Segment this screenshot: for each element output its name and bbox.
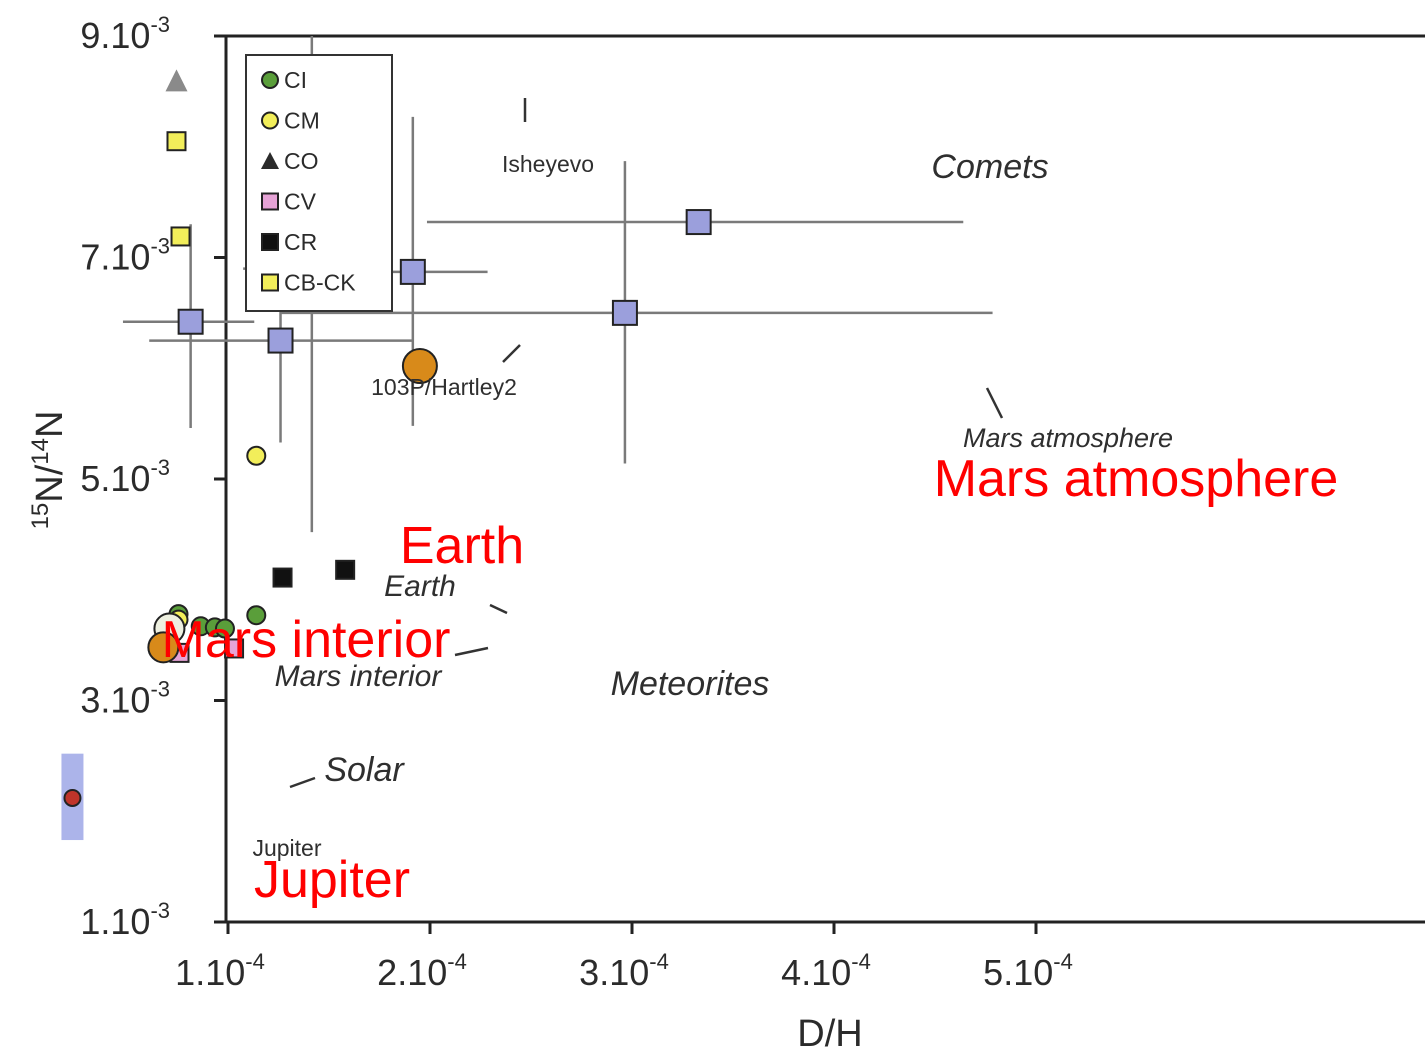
label-mars-atm-red: Mars atmosphere xyxy=(934,450,1339,508)
label-mars-atm-original: Mars atmosphere xyxy=(963,423,1173,453)
x-tick-label: 5.10-4 xyxy=(983,949,1073,993)
y-tick-label: 7.10-3 xyxy=(80,234,170,278)
cm-point xyxy=(246,445,267,466)
label-hartley: 103P/Hartley2 xyxy=(371,374,517,400)
y-tick-label: 5.10-3 xyxy=(80,455,170,499)
legend-marker-ci xyxy=(261,71,279,89)
y-axis-title-sup: 15 xyxy=(27,503,54,530)
comets-point xyxy=(267,327,294,354)
cv-point xyxy=(224,638,245,659)
legend-marker-cm xyxy=(261,111,279,130)
y-tick-label: 3.10-3 xyxy=(80,677,170,721)
comets-point xyxy=(177,308,204,335)
legend-label-cb-ck: CB-CK xyxy=(284,270,356,296)
label-jupiter-red: Jupiter xyxy=(254,851,410,909)
mars-atm-leader xyxy=(985,387,1004,419)
label-mars-int-red: Mars interior xyxy=(162,611,451,669)
legend-marker-cb-ck xyxy=(261,273,279,292)
y-ticks: 1.10-3 3.10-3 5.10-3 7.10-3 9.10-3 xyxy=(80,12,226,942)
x-tick-label: 4.10-4 xyxy=(781,949,871,993)
hartley-leader xyxy=(502,344,521,363)
legend-label-cm: CM xyxy=(284,108,320,134)
label-meteorites: Meteorites xyxy=(611,665,770,703)
legend-marker-co xyxy=(261,152,279,169)
comets-point xyxy=(685,209,712,236)
label-earth-original: Earth xyxy=(384,570,456,603)
legend-label-co: CO xyxy=(284,148,319,174)
cr-point xyxy=(335,559,356,580)
co-point xyxy=(165,69,188,92)
solar-point xyxy=(63,788,82,807)
mars-interior-point xyxy=(147,631,180,664)
legend: CI CM CO CV CR CB-CK xyxy=(245,54,393,312)
y-axis-title-sup2: 14 xyxy=(27,438,54,465)
legend-label-cv: CV xyxy=(284,189,317,215)
cb-ck-point xyxy=(170,226,191,247)
label-solar: Solar xyxy=(324,751,405,789)
x-tick-label: 1.10-4 xyxy=(175,949,265,993)
y-axis-title-a: N/ xyxy=(29,464,71,502)
label-comets: Comets xyxy=(931,148,1048,186)
y-tick-label: 9.10-3 xyxy=(80,12,170,56)
earth-leader xyxy=(489,603,508,615)
leader-lines xyxy=(289,98,1004,789)
ci-point xyxy=(214,618,235,639)
x-axis-title: D/H xyxy=(797,1013,862,1052)
cb-ck-point xyxy=(166,131,187,152)
cr-point xyxy=(272,567,293,588)
x-tick-label: 2.10-4 xyxy=(377,949,467,993)
y-axis-title-b: N xyxy=(29,411,71,438)
legend-marker-cr xyxy=(261,233,279,251)
x-ticks: 1.10-4 2.10-4 3.10-4 4.10-4 5.10-4 xyxy=(175,922,1073,993)
label-isheyevo: Isheyevo xyxy=(502,151,594,177)
solar-leader xyxy=(289,776,316,789)
label-earth-red: Earth xyxy=(400,517,524,575)
legend-marker-cv xyxy=(261,192,279,211)
legend-label-ci: CI xyxy=(284,67,307,93)
mars-int-leader xyxy=(454,646,489,657)
label-jupiter-original: Jupiter xyxy=(252,835,321,861)
y-tick-label: 1.10-3 xyxy=(80,898,170,942)
label-mars-int-original: Mars interior xyxy=(275,660,443,693)
y-axis-title: 15N/14N xyxy=(27,411,71,530)
mars-atmosphere-point xyxy=(401,348,438,385)
comets-point xyxy=(611,299,638,326)
legend-label-cr: CR xyxy=(284,229,317,255)
legend-box xyxy=(245,54,393,312)
x-tick-label: 3.10-4 xyxy=(579,949,669,993)
ci-point xyxy=(246,605,267,626)
comets-point xyxy=(399,258,426,285)
